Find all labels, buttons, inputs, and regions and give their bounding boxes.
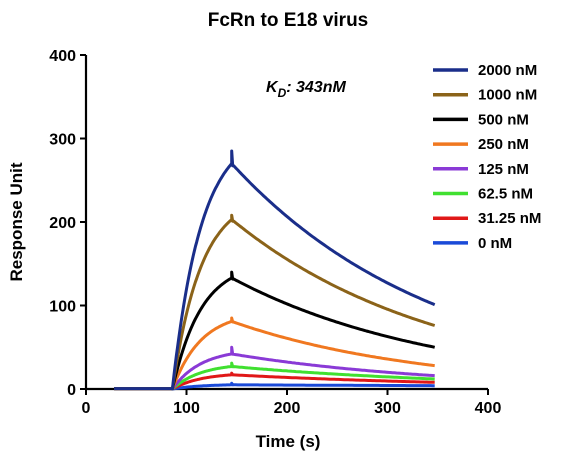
series-line-500-nm-nm [114,270,436,391]
kd-symbol: K [266,79,279,96]
legend-label: 31.25 nM [478,210,541,227]
y-tick-label: 200 [49,215,76,232]
x-tick-label: 300 [374,400,401,417]
y-tick-label: 300 [49,132,76,149]
series-line-62-5-nm-nm [114,361,435,391]
y-axis-label: Response Unit [7,162,26,281]
legend-label: 2000 nM [478,62,537,79]
ticks: 0 100 200 300 400 0 100 200 300 400 [49,48,501,417]
legend-label: 125 nM [478,161,529,178]
legend-label: 500 nM [478,111,529,128]
legend-label: 1000 nM [478,87,537,104]
x-tick-label: 200 [274,400,301,417]
series-line-0-nm-nm [114,381,435,391]
series-line-250-nm-nm [114,316,435,391]
x-tick-label: 400 [475,400,502,417]
x-axis-label: Time (s) [256,432,321,451]
kd-subscript: D [278,86,287,100]
series-line-125-nm-nm [114,345,435,391]
legend-label: 0 nM [478,235,512,252]
kd-annotation: KD: 343nM [266,79,346,100]
series-line-31-25-nm-nm [114,371,435,391]
legend-label: 62.5 nM [478,186,533,203]
y-tick-label: 0 [67,382,76,399]
y-tick-label: 100 [49,299,76,316]
series-line-1000-nm-nm [114,213,436,391]
y-tick-label: 400 [49,48,76,65]
series-line-2000-nm-nm [114,149,436,391]
legend: 2000 nM 1000 nM 500 nM 250 nM 125 nM 62.5 nM 3… [433,62,541,252]
chart-title: FcRn to E18 virus [208,10,369,31]
kd-value: : 343nM [286,79,346,96]
series-curves [114,149,436,391]
x-tick-label: 0 [82,400,91,417]
legend-label: 250 nM [478,136,529,153]
x-tick-label: 100 [173,400,200,417]
